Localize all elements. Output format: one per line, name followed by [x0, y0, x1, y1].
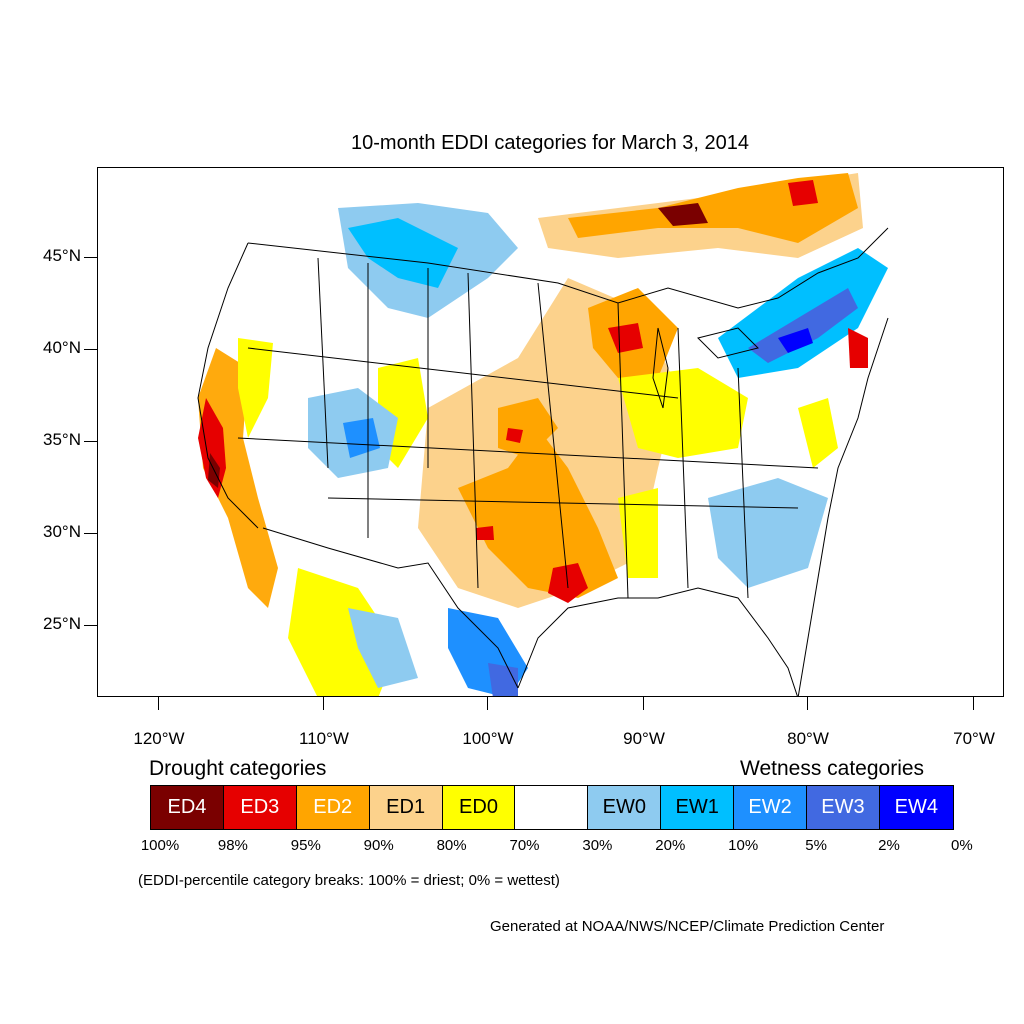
ew0-region — [708, 478, 828, 588]
category-note: (EDDI-percentile category breaks: 100% =… — [138, 872, 560, 889]
lat-tick — [84, 625, 97, 626]
lat-tick — [84, 349, 97, 350]
eddi-map — [197, 173, 889, 696]
ew3-region — [748, 288, 858, 363]
lon-label-80: 80°W — [787, 729, 829, 748]
state-line — [737, 367, 749, 599]
legend-swatch: ED0 — [442, 786, 516, 829]
legend-swatch: ED2 — [296, 786, 370, 829]
ed4-region — [658, 203, 708, 226]
percent-break-label: 98% — [217, 837, 248, 854]
lon-tick — [158, 697, 159, 710]
us-mexico-border — [262, 527, 519, 689]
lake-michigan — [652, 327, 669, 409]
state-line — [247, 347, 679, 399]
wetness-heading: Wetness categories — [740, 757, 925, 780]
state-line — [677, 327, 689, 589]
ed3-region — [608, 323, 643, 353]
lat-label-35: 35°N — [43, 430, 81, 449]
percent-break-label: 80% — [436, 837, 467, 854]
lat-label-30: 30°N — [43, 522, 81, 541]
legend-swatch: ED1 — [369, 786, 443, 829]
legend-swatch: EW4 — [879, 786, 953, 829]
percent-break-label: 20% — [655, 837, 686, 854]
lon-tick — [643, 697, 644, 710]
lat-tick — [84, 257, 97, 258]
legend-swatch: EW1 — [661, 786, 735, 829]
state-line — [327, 497, 799, 509]
credit-line: Generated at NOAA/NWS/NCEP/Climate Predi… — [490, 918, 885, 935]
ew4-region — [778, 328, 813, 353]
legend-colorbar: ED4 ED3 ED2 ED1 ED0 EW0 EW1 EW2 EW3 EW4 — [150, 785, 954, 830]
ed2-region — [458, 428, 618, 598]
legend-swatch: EW3 — [807, 786, 880, 829]
ed3-region — [506, 428, 523, 443]
percent-break-label: 30% — [582, 837, 613, 854]
ed0-region — [238, 338, 273, 438]
legend-swatch: EW0 — [588, 786, 662, 829]
state-line — [237, 437, 819, 469]
legend-swatch — [515, 786, 589, 829]
lon-label-100: 100°W — [462, 729, 514, 748]
drought-heading: Drought categories — [149, 757, 327, 780]
map-title: 10-month EDDI categories for March 3, 20… — [351, 132, 749, 154]
lat-label-40: 40°N — [43, 338, 81, 357]
gulf-coast — [517, 587, 798, 696]
us-canada-border — [247, 227, 889, 309]
lat-tick — [84, 441, 97, 442]
ed3-region — [476, 526, 494, 540]
lon-label-120: 120°W — [133, 729, 185, 748]
boundary-lines — [197, 227, 889, 696]
lat-label-25: 25°N — [43, 614, 81, 633]
lon-label-70: 70°W — [953, 729, 995, 748]
pacific-coast — [197, 242, 259, 529]
great-lakes — [697, 327, 759, 359]
state-line — [317, 257, 329, 469]
lon-tick — [973, 697, 974, 710]
state-line — [617, 302, 629, 599]
ew2-region — [343, 418, 380, 458]
ed2-region — [498, 398, 558, 458]
state-line — [537, 282, 569, 589]
ew1-region — [348, 218, 458, 288]
legend-swatch: EW2 — [734, 786, 808, 829]
ew0-region — [348, 608, 418, 688]
ed0-region — [798, 398, 838, 468]
state-line — [467, 272, 479, 589]
ed2-region — [568, 173, 858, 243]
percent-break-label: 95% — [290, 837, 321, 854]
percent-break-label: 5% — [805, 837, 827, 854]
ed0-region — [618, 368, 748, 458]
lon-tick — [487, 697, 488, 710]
lon-label-110: 110°W — [299, 729, 349, 748]
percent-break-label: 90% — [363, 837, 394, 854]
lon-tick — [323, 697, 324, 710]
percent-break-label: 70% — [509, 837, 540, 854]
percent-break-label: 10% — [728, 837, 759, 854]
category-fill-layer — [198, 173, 888, 696]
map-panel — [97, 167, 1004, 697]
ed3-region — [848, 328, 868, 368]
legend-swatch: ED4 — [151, 786, 224, 829]
ed2-region — [198, 348, 278, 608]
percent-break-label: 2% — [878, 837, 900, 854]
ed0-region — [618, 488, 658, 578]
legend-swatch: ED3 — [223, 786, 297, 829]
ew4-region — [488, 663, 518, 696]
percent-break-label: 0% — [951, 837, 973, 854]
atlantic-coast — [797, 317, 889, 696]
lat-tick — [84, 533, 97, 534]
ed3-region — [788, 180, 818, 206]
percent-break-label: 100% — [140, 837, 180, 854]
lon-label-90: 90°W — [623, 729, 665, 748]
lon-tick — [807, 697, 808, 710]
lat-label-45: 45°N — [43, 246, 81, 265]
